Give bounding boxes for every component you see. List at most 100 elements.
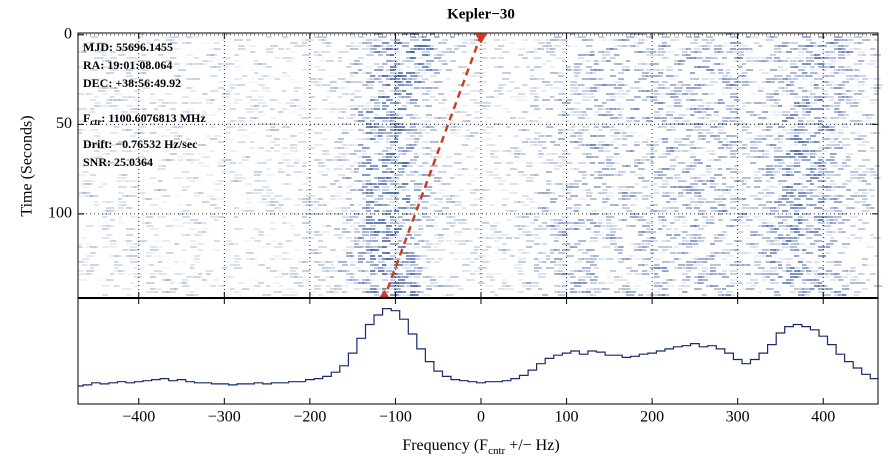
- waterfall-pixel: [778, 132, 783, 134]
- waterfall-pixel: [550, 153, 558, 155]
- waterfall-pixel: [302, 204, 308, 206]
- waterfall: [78, 33, 883, 299]
- waterfall-pixel: [634, 51, 643, 53]
- waterfall-pixel: [374, 207, 383, 209]
- waterfall-pixel: [590, 87, 597, 89]
- waterfall-pixel: [474, 258, 479, 260]
- waterfall-pixel: [110, 105, 118, 107]
- waterfall-pixel: [410, 261, 416, 263]
- waterfall-pixel: [438, 240, 445, 242]
- waterfall-pixel: [754, 135, 763, 137]
- waterfall-pixel: [110, 96, 115, 98]
- waterfall-pixel: [566, 255, 574, 257]
- waterfall-pixel: [630, 33, 636, 35]
- waterfall-pixel: [310, 201, 319, 203]
- waterfall-pixel: [86, 93, 92, 95]
- waterfall-pixel: [90, 36, 99, 38]
- waterfall-pixel: [534, 237, 541, 239]
- waterfall-pixel: [362, 120, 370, 122]
- waterfall-pixel: [170, 144, 176, 146]
- waterfall-pixel: [794, 57, 802, 59]
- waterfall-pixel: [190, 246, 198, 248]
- waterfall-pixel: [586, 258, 592, 260]
- waterfall-pixel: [826, 96, 835, 98]
- waterfall-pixel: [822, 276, 830, 278]
- waterfall-pixel: [370, 240, 375, 242]
- waterfall-pixel: [770, 273, 779, 275]
- waterfall-pixel: [406, 270, 415, 272]
- waterfall-pixel: [706, 42, 713, 44]
- waterfall-pixel: [734, 42, 742, 44]
- waterfall-pixel: [354, 243, 359, 245]
- waterfall-pixel: [562, 234, 569, 236]
- waterfall-pixel: [234, 93, 241, 95]
- waterfall-pixel: [594, 126, 599, 128]
- waterfall-pixel: [354, 228, 359, 230]
- waterfall-pixel: [598, 114, 607, 116]
- waterfall-pixel: [90, 78, 96, 80]
- waterfall-pixel: [518, 249, 525, 251]
- waterfall-pixel: [510, 210, 517, 212]
- waterfall-pixel: [690, 237, 697, 239]
- waterfall-pixel: [202, 201, 210, 203]
- waterfall-pixel: [574, 210, 579, 212]
- waterfall-pixel: [410, 135, 416, 137]
- waterfall-pixel: [358, 120, 365, 122]
- waterfall-pixel: [406, 282, 412, 284]
- waterfall-pixel: [582, 69, 587, 71]
- waterfall-pixel: [806, 75, 813, 77]
- waterfall-pixel: [846, 99, 851, 101]
- waterfall-pixel: [674, 186, 682, 188]
- waterfall-pixel: [150, 213, 155, 215]
- waterfall-pixel: [594, 147, 600, 149]
- waterfall-pixel: [78, 246, 83, 248]
- waterfall-pixel: [438, 84, 443, 86]
- waterfall-pixel: [78, 270, 84, 272]
- waterfall-pixel: [546, 267, 555, 269]
- waterfall-pixel: [254, 180, 260, 182]
- waterfall-pixel: [346, 273, 354, 275]
- waterfall-pixel: [346, 144, 352, 146]
- waterfall-pixel: [702, 261, 708, 263]
- waterfall-pixel: [362, 270, 369, 272]
- waterfall-pixel: [302, 261, 309, 263]
- waterfall-pixel: [102, 201, 107, 203]
- waterfall-pixel: [806, 261, 812, 263]
- waterfall-pixel: [202, 114, 207, 116]
- waterfall-pixel: [366, 192, 374, 194]
- waterfall-pixel: [186, 159, 194, 161]
- waterfall-pixel: [702, 93, 708, 95]
- waterfall-pixel: [678, 60, 686, 62]
- waterfall-pixel: [266, 51, 274, 53]
- waterfall-pixel: [638, 168, 645, 170]
- waterfall-pixel: [362, 156, 371, 158]
- waterfall-pixel: [346, 159, 351, 161]
- waterfall-pixel: [674, 99, 682, 101]
- waterfall-pixel: [582, 174, 588, 176]
- waterfall-pixel: [378, 198, 384, 200]
- waterfall-pixel: [186, 42, 192, 44]
- waterfall-pixel: [862, 192, 869, 194]
- waterfall-pixel: [278, 210, 284, 212]
- waterfall-pixel: [694, 204, 702, 206]
- waterfall-pixel: [394, 183, 399, 185]
- waterfall-pixel: [410, 180, 416, 182]
- waterfall-pixel: [406, 129, 411, 131]
- waterfall-pixel: [766, 36, 774, 38]
- waterfall-pixel: [382, 279, 388, 281]
- waterfall-pixel: [402, 81, 409, 83]
- waterfall-pixel: [158, 126, 167, 128]
- waterfall-pixel: [646, 36, 653, 38]
- waterfall-pixel: [426, 243, 433, 245]
- waterfall-pixel: [446, 51, 455, 53]
- waterfall-pixel: [846, 156, 851, 158]
- waterfall-pixel: [726, 144, 732, 146]
- waterfall-pixel: [838, 168, 844, 170]
- waterfall-pixel: [550, 66, 555, 68]
- waterfall-pixel: [202, 228, 208, 230]
- waterfall-pixel: [398, 114, 406, 116]
- waterfall-pixel: [434, 249, 439, 251]
- waterfall-pixel: [334, 141, 343, 143]
- waterfall-pixel: [562, 231, 567, 233]
- waterfall-pixel: [786, 117, 794, 119]
